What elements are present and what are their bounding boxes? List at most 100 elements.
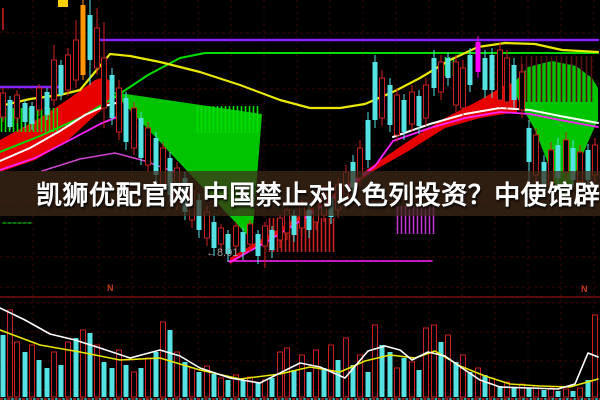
volume-bar xyxy=(174,351,180,398)
candlestick xyxy=(372,55,378,128)
candlestick xyxy=(497,42,503,108)
volume-bar xyxy=(269,378,275,397)
volume-bar xyxy=(255,382,261,397)
candlestick xyxy=(445,52,451,86)
candle-body-filled xyxy=(123,98,129,142)
candle-body-filled xyxy=(153,138,159,175)
bottom-tick-strip xyxy=(0,398,600,400)
volume-bar xyxy=(387,352,393,397)
candlestick xyxy=(36,84,42,116)
candle-body-filled xyxy=(475,42,481,72)
candlestick xyxy=(460,60,466,116)
candle-body-hollow xyxy=(73,39,79,81)
candle-body-filled xyxy=(58,65,64,95)
candle-body-hollow xyxy=(453,61,459,106)
hatch-strip xyxy=(196,106,260,133)
candlestick xyxy=(431,50,437,96)
candlestick xyxy=(94,8,100,75)
volume-bar xyxy=(445,334,451,398)
volume-bar xyxy=(291,370,297,397)
candlestick xyxy=(387,78,393,132)
volume-bar xyxy=(343,337,349,398)
ma-line-green xyxy=(0,52,599,153)
candlestick xyxy=(255,230,261,264)
volume-bar xyxy=(73,338,79,397)
volume-bar xyxy=(438,342,444,397)
candlestick xyxy=(409,85,415,132)
watermark-glyph-left: N xyxy=(107,283,114,293)
candle-body-hollow xyxy=(409,91,415,125)
candle-body-filled xyxy=(372,62,378,120)
candle-body-filled xyxy=(29,106,35,124)
volume-bar xyxy=(482,375,488,397)
candlestick xyxy=(511,58,517,108)
volume-bar xyxy=(453,362,459,397)
candlestick xyxy=(269,226,275,258)
volume-bar xyxy=(467,372,473,397)
candle-body-filled xyxy=(387,85,393,125)
volume-bar xyxy=(335,360,341,397)
candlestick xyxy=(482,50,488,98)
volume-bar xyxy=(233,374,239,398)
candle-body-filled xyxy=(401,100,407,132)
candlestick xyxy=(394,88,400,142)
volume-bar xyxy=(563,388,569,398)
candle-body-filled xyxy=(80,5,86,75)
candle-body-hollow xyxy=(116,87,122,133)
candlestick xyxy=(109,68,115,125)
hatch-strip xyxy=(518,56,594,102)
candle-body-hollow xyxy=(460,67,466,109)
candle-body-filled xyxy=(365,120,371,160)
candle-body-filled xyxy=(489,55,495,90)
candle-body-hollow xyxy=(14,94,20,119)
volume-bar xyxy=(218,377,224,398)
candlestick xyxy=(453,55,459,112)
volume-bar xyxy=(577,387,583,398)
headline-band: 凯狮优配官网 中国禁止对以色列投资？中使馆辟谣 xyxy=(0,171,600,216)
volume-bar xyxy=(109,368,115,397)
candlestick xyxy=(365,112,371,168)
volume-bar xyxy=(22,352,28,397)
candle-body-hollow xyxy=(262,225,268,247)
candlestick xyxy=(29,102,35,130)
candlestick xyxy=(0,88,6,122)
candlestick xyxy=(401,94,407,140)
volume-bar xyxy=(570,391,576,397)
candle-body-hollow xyxy=(65,54,71,91)
ma-line-magenta xyxy=(229,111,599,263)
volume-bar xyxy=(247,376,253,398)
volume-bar xyxy=(475,367,481,398)
volume-bar xyxy=(123,365,129,397)
volume-bar xyxy=(29,344,35,398)
headline-text: 凯狮优配官网 中国禁止对以色列投资？中使馆辟谣 xyxy=(36,180,600,210)
candle-body-filled xyxy=(570,148,576,180)
volume-ma-white xyxy=(0,307,599,390)
candlestick xyxy=(131,102,137,155)
candlestick xyxy=(233,222,239,254)
volume-bar xyxy=(196,372,202,397)
volume-bar xyxy=(131,371,137,398)
volume-bar xyxy=(167,330,173,397)
volume-bar xyxy=(51,351,57,398)
volume-bar xyxy=(357,354,363,398)
candle-body-hollow xyxy=(394,94,400,136)
candle-body-hollow xyxy=(247,223,253,245)
volume-bar xyxy=(116,349,122,398)
candle-body-hollow xyxy=(94,27,100,69)
candlestick xyxy=(423,78,429,126)
candlestick xyxy=(467,48,473,92)
candlestick xyxy=(211,216,217,256)
volume-bar xyxy=(240,380,246,397)
volume-bar xyxy=(182,362,188,397)
volume-bar xyxy=(101,362,107,397)
candle-body-filled xyxy=(22,103,28,122)
volume-bar xyxy=(58,365,64,397)
candlestick xyxy=(123,92,129,150)
candlestick xyxy=(58,60,64,100)
volume-bar xyxy=(138,368,144,397)
volume-bar xyxy=(80,329,86,398)
candle-body-hollow xyxy=(423,84,429,119)
watermark-glyph-right: N xyxy=(581,284,588,294)
candle-body-filled xyxy=(467,55,473,85)
candlestick xyxy=(22,100,28,128)
